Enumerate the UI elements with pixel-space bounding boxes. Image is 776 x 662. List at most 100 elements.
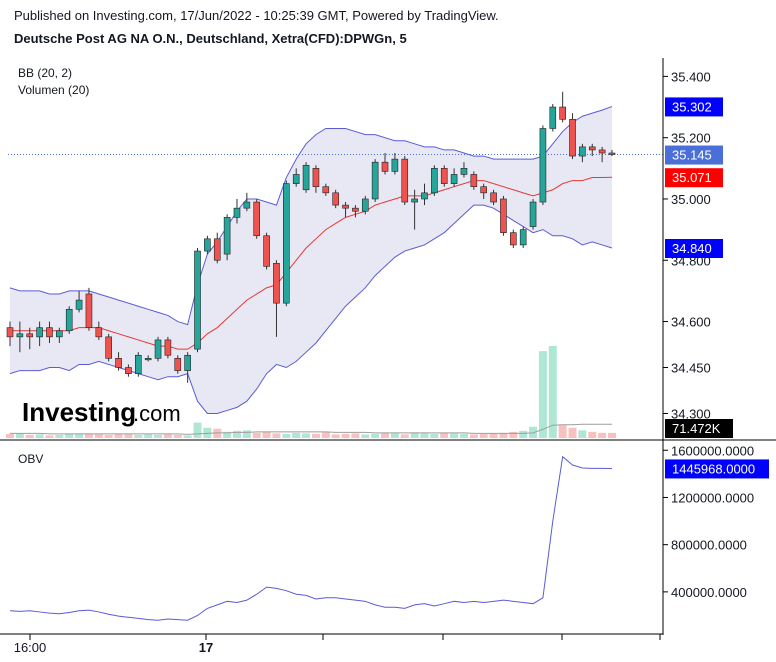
volume-bar bbox=[390, 433, 399, 438]
volume-bar bbox=[232, 430, 241, 438]
candle bbox=[470, 171, 478, 190]
chart-title: Deutsche Post AG NA O.N., Deutschland, X… bbox=[14, 31, 407, 46]
volume-bar bbox=[440, 432, 449, 438]
candle bbox=[26, 327, 34, 350]
obv-series-line bbox=[9, 455, 613, 621]
candle-body bbox=[549, 106, 557, 129]
volume-bar bbox=[252, 432, 261, 438]
candle bbox=[510, 229, 517, 248]
last-price-tag: 35.145 bbox=[665, 145, 723, 165]
volume-bar bbox=[371, 433, 380, 438]
candle bbox=[115, 352, 122, 371]
candle bbox=[500, 195, 507, 236]
obv-indicator-label[interactable]: OBV bbox=[18, 452, 44, 466]
candle-body bbox=[16, 333, 24, 338]
volume-bar bbox=[469, 434, 478, 438]
candle-body bbox=[381, 161, 389, 172]
candle bbox=[411, 189, 418, 230]
candle-body bbox=[411, 198, 418, 203]
candle bbox=[608, 149, 616, 157]
candle-body bbox=[194, 250, 201, 350]
candle bbox=[292, 168, 300, 187]
volume-bar bbox=[331, 434, 340, 438]
volume-bar bbox=[75, 433, 84, 438]
price-tick-label: 34.600 bbox=[671, 315, 711, 330]
candle-body bbox=[46, 327, 53, 338]
volume-bar bbox=[292, 432, 301, 438]
candle-body bbox=[273, 263, 280, 304]
candle-body bbox=[322, 186, 330, 194]
candle-body bbox=[115, 358, 122, 368]
candle-body bbox=[95, 327, 103, 338]
candle bbox=[85, 287, 93, 331]
candle bbox=[174, 355, 182, 374]
volume-bar bbox=[588, 431, 597, 438]
candle bbox=[322, 183, 330, 196]
bb-lower-line bbox=[9, 204, 613, 414]
volume-bar bbox=[173, 434, 182, 438]
candle-body bbox=[204, 238, 211, 252]
volume-bar bbox=[45, 435, 54, 438]
candle-body bbox=[559, 106, 566, 120]
last-price-tag-text: 35.145 bbox=[672, 148, 712, 163]
volume-bar bbox=[519, 430, 528, 438]
volume-bar bbox=[311, 433, 320, 438]
obv-tick-label: 400000.0000 bbox=[671, 585, 747, 600]
volume-indicator-label[interactable]: Volumen (20) bbox=[18, 83, 90, 97]
volume-bar bbox=[578, 430, 587, 438]
candle-body bbox=[470, 174, 478, 188]
price-tags: 35.302 35.145 35.071 34.840 71.472K 1445968.0… bbox=[665, 97, 769, 479]
volume-tag-text: 71.472K bbox=[672, 421, 721, 436]
candle-body bbox=[105, 336, 112, 359]
bb-indicator-label[interactable]: BB (20, 2) bbox=[18, 66, 73, 80]
candle bbox=[253, 198, 261, 239]
obv-tag: 1445968.0000 bbox=[665, 459, 769, 479]
candle-body bbox=[36, 327, 43, 338]
volume-bar bbox=[134, 434, 143, 438]
candle-body bbox=[75, 299, 83, 310]
candle-body bbox=[440, 168, 448, 184]
candle bbox=[125, 364, 132, 377]
bollinger-bands bbox=[8, 105, 663, 414]
candle-body bbox=[26, 333, 34, 338]
candle bbox=[431, 165, 438, 196]
volume-bar bbox=[104, 434, 113, 438]
candle bbox=[519, 226, 527, 248]
volume-bar bbox=[282, 433, 291, 438]
candle-body bbox=[263, 235, 270, 267]
price-tick-label: 35.200 bbox=[671, 131, 711, 146]
volume-bar bbox=[223, 431, 232, 438]
price-tick-label: 35.400 bbox=[671, 69, 711, 84]
logo-bold: Investing bbox=[22, 397, 136, 427]
bb-lower-tag-text: 34.840 bbox=[672, 241, 712, 256]
candle bbox=[56, 327, 63, 343]
candle bbox=[144, 355, 152, 362]
candle bbox=[391, 153, 399, 175]
candle bbox=[46, 321, 53, 343]
candle-body bbox=[431, 168, 438, 194]
volume-bar bbox=[420, 433, 429, 438]
bb-basis-tag-box bbox=[665, 168, 723, 188]
bb-fill bbox=[10, 106, 612, 414]
candle bbox=[569, 113, 576, 160]
candle bbox=[213, 232, 221, 264]
candle bbox=[460, 162, 468, 178]
volume-bar bbox=[242, 430, 251, 438]
volume-bar bbox=[321, 432, 330, 438]
bb-basis-tag: 35.071 bbox=[665, 168, 723, 188]
volume-bar bbox=[144, 434, 153, 438]
volume-bar bbox=[25, 434, 34, 438]
candle bbox=[332, 189, 339, 209]
candle bbox=[95, 321, 103, 340]
candle-body bbox=[283, 183, 290, 304]
volume-bar bbox=[568, 427, 577, 438]
candle bbox=[16, 321, 24, 353]
candle bbox=[371, 159, 379, 203]
candle bbox=[302, 162, 310, 193]
last-price-tag-box bbox=[665, 145, 723, 165]
obv-tick-label: 1200000.0000 bbox=[671, 490, 754, 505]
volume-bar bbox=[114, 433, 123, 438]
volume-bar bbox=[341, 433, 350, 438]
candle bbox=[204, 235, 211, 255]
